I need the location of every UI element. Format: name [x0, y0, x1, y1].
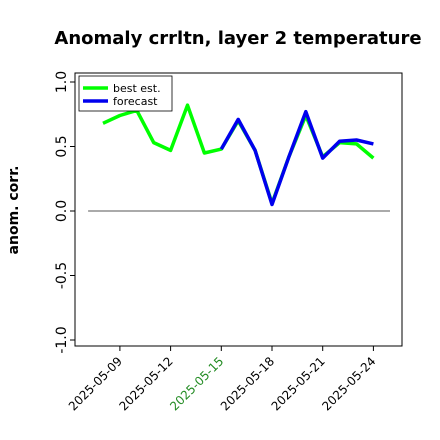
y-tick-label: 1.0 — [54, 71, 70, 93]
y-axis-label: anom. corr. — [6, 166, 22, 255]
x-axis-ticks: 2025-05-092025-05-122025-05-152025-05-18… — [66, 346, 379, 413]
y-tick-label: 0.5 — [54, 135, 70, 157]
y-tick-label: -1.0 — [54, 326, 70, 353]
legend: best est. forecast — [78, 75, 173, 112]
y-tick-label: 0.0 — [54, 200, 70, 222]
legend-box — [78, 75, 173, 112]
series-lines — [102, 103, 375, 207]
y-tick-label: -0.5 — [54, 262, 70, 289]
series-line-forecast — [219, 109, 374, 207]
y-axis-ticks: -1.0 -0.5 0.0 0.5 1.0 — [54, 71, 75, 354]
legend-label-forecast: forecast — [113, 95, 158, 108]
x-tick-label: 2025-05-24 — [319, 354, 378, 413]
legend-label-best-est: best est. — [113, 82, 161, 95]
chart-title: Anomaly crrltn, layer 2 temperature — [54, 28, 421, 49]
